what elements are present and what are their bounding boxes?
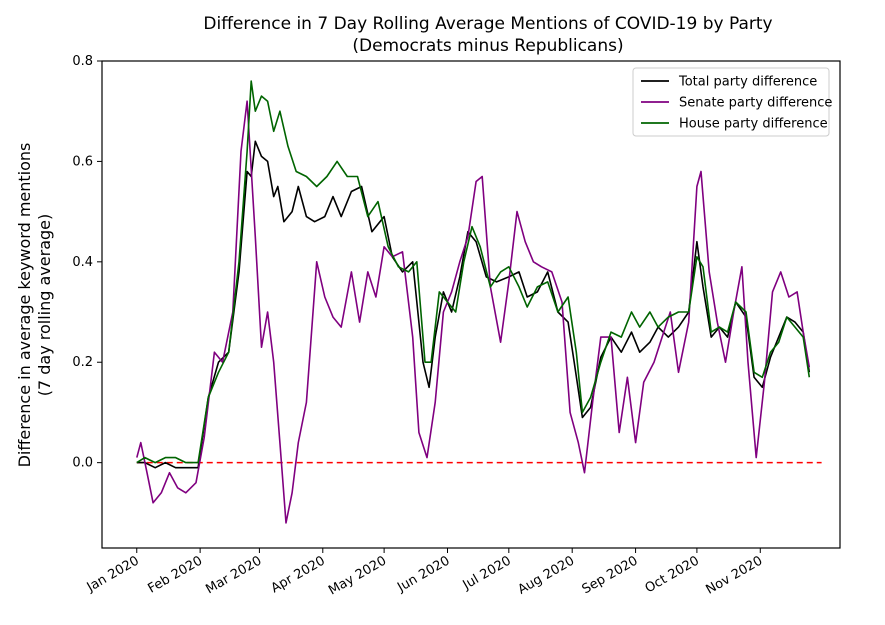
y-tick-label: 0.8: [72, 54, 93, 69]
x-tick-label: Mar 2020: [203, 553, 264, 597]
series-line-house-party-difference: [136, 80, 811, 464]
x-tick-label: Sep 2020: [580, 553, 641, 597]
y-tick-label: 0.2: [72, 355, 93, 370]
x-tick-label: Jul 2020: [460, 553, 514, 593]
x-tick-label: Oct 2020: [643, 553, 702, 596]
y-axis-label-line2: (7 day rolling average): [35, 214, 54, 397]
x-tick-label: Apr 2020: [269, 553, 328, 596]
x-tick-label: May 2020: [326, 553, 389, 598]
y-tick-label: 0.6: [72, 154, 93, 169]
axes-frame: [101, 60, 841, 549]
x-tick-label: Nov 2020: [704, 553, 766, 597]
series-line-total-party-difference: [136, 140, 811, 469]
y-axis-label: Difference in average keyword mentions (…: [15, 143, 54, 468]
chart-subtitle: (Democrats minus Republicans): [352, 36, 623, 56]
x-tick-label: Aug 2020: [515, 553, 577, 597]
y-tick-label: 0.4: [72, 255, 93, 270]
x-tick-label: Jan 2020: [84, 553, 142, 595]
y-tick-label: 0.0: [72, 456, 93, 471]
chart-legend: Total party difference Senate party diffe…: [632, 67, 832, 137]
chart-title: Difference in 7 Day Rolling Average Ment…: [203, 14, 772, 34]
legend-label: Total party difference: [678, 75, 817, 90]
legend-label: House party difference: [679, 117, 828, 132]
legend-box: [632, 67, 830, 137]
x-tick-label: Feb 2020: [145, 553, 205, 596]
x-tick-label: Jun 2020: [394, 553, 452, 595]
series-line-senate-party-difference: [136, 100, 811, 524]
legend-label: Senate party difference: [679, 96, 832, 111]
y-axis-label-line1: Difference in average keyword mentions: [15, 143, 34, 468]
